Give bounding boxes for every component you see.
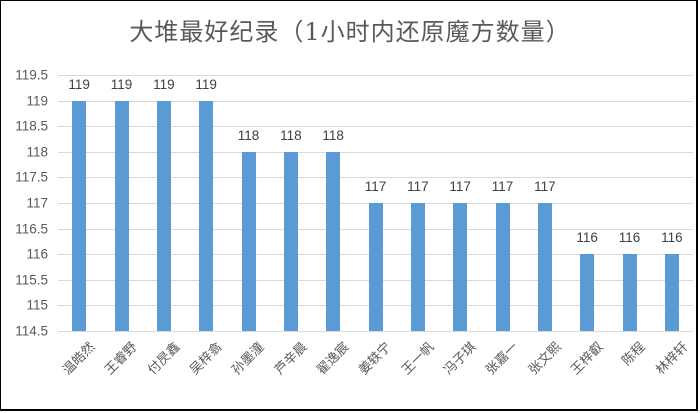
plot-area: 119 119 119 119 118 118 118 117 117 117 117 117 116 1…: [58, 75, 693, 332]
y-tick-label: 114.5: [15, 323, 48, 339]
y-tick-label: 117: [26, 195, 48, 211]
y-tick-label: 119: [26, 93, 48, 109]
gridline: [58, 75, 693, 76]
data-label: 117: [449, 179, 471, 194]
gridline: [58, 177, 693, 179]
data-label: 118: [322, 127, 344, 143]
y-tick-label: 115.5: [15, 272, 48, 288]
data-label: 119: [110, 76, 133, 92]
y-tick-label: 115: [26, 297, 48, 313]
bar: [241, 151, 256, 331]
bar: [410, 203, 425, 331]
y-tick-label: 116.5: [15, 221, 48, 237]
bar: [453, 203, 468, 331]
y-tick-label: 116: [26, 246, 48, 262]
data-label: 116: [661, 230, 683, 246]
gridline: [58, 151, 693, 153]
bar: [368, 203, 383, 331]
data-label: 119: [68, 76, 90, 92]
gridline: [58, 100, 693, 102]
bar: [537, 203, 552, 331]
data-label: 117: [534, 179, 556, 194]
data-label: 119: [195, 76, 217, 92]
bar: [495, 203, 510, 331]
data-label: 117: [491, 179, 514, 194]
data-label: 117: [407, 179, 429, 194]
bar: [664, 254, 679, 331]
bar: [580, 254, 595, 331]
bar: [156, 100, 171, 331]
bar: [114, 100, 129, 331]
y-tick-label: 119.5: [15, 67, 48, 83]
gridline: [58, 331, 693, 332]
y-tick-label: 117.5: [15, 169, 48, 185]
bar: [72, 100, 87, 331]
data-label: 118: [280, 127, 302, 143]
y-tick-label: 118.5: [15, 118, 48, 134]
bar: [326, 151, 341, 331]
data-label: 116: [576, 230, 598, 246]
data-label: 116: [618, 230, 641, 246]
bar: [199, 100, 214, 331]
data-label: 117: [364, 179, 387, 194]
data-label: 119: [153, 76, 175, 92]
gridline: [58, 126, 693, 128]
chart-title: 大堆最好纪录（1小时内还原魔方数量）: [129, 18, 571, 46]
y-tick-label: 118: [26, 144, 48, 160]
bar: [622, 254, 637, 331]
data-label: 118: [237, 127, 260, 143]
bar: [283, 151, 298, 331]
